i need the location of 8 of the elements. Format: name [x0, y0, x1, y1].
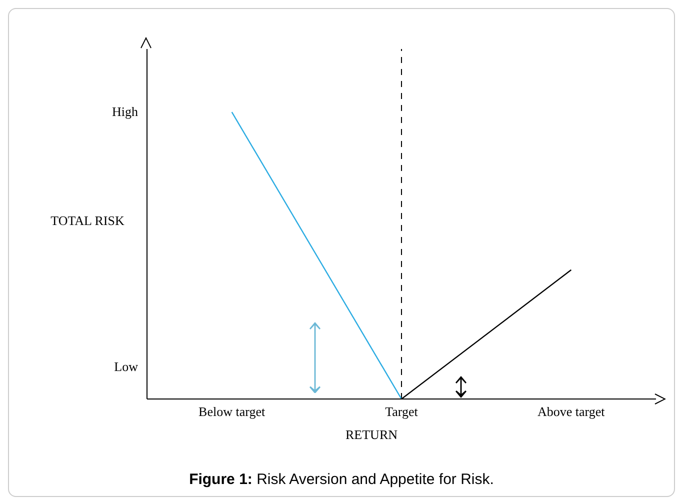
text: High: [111, 104, 138, 120]
y-axis-title: TOTAL RISK: [50, 213, 126, 230]
x-tick-label: Target: [385, 404, 418, 420]
x-tick-label: Above target: [538, 404, 606, 420]
text: Low: [113, 359, 138, 376]
x-tick-label: Below target: [198, 404, 266, 420]
x-axis-title: RETURN: [346, 427, 398, 442]
caption: Figure 1: Risk Aversion and Appetite for Risk.: [188, 471, 495, 488]
